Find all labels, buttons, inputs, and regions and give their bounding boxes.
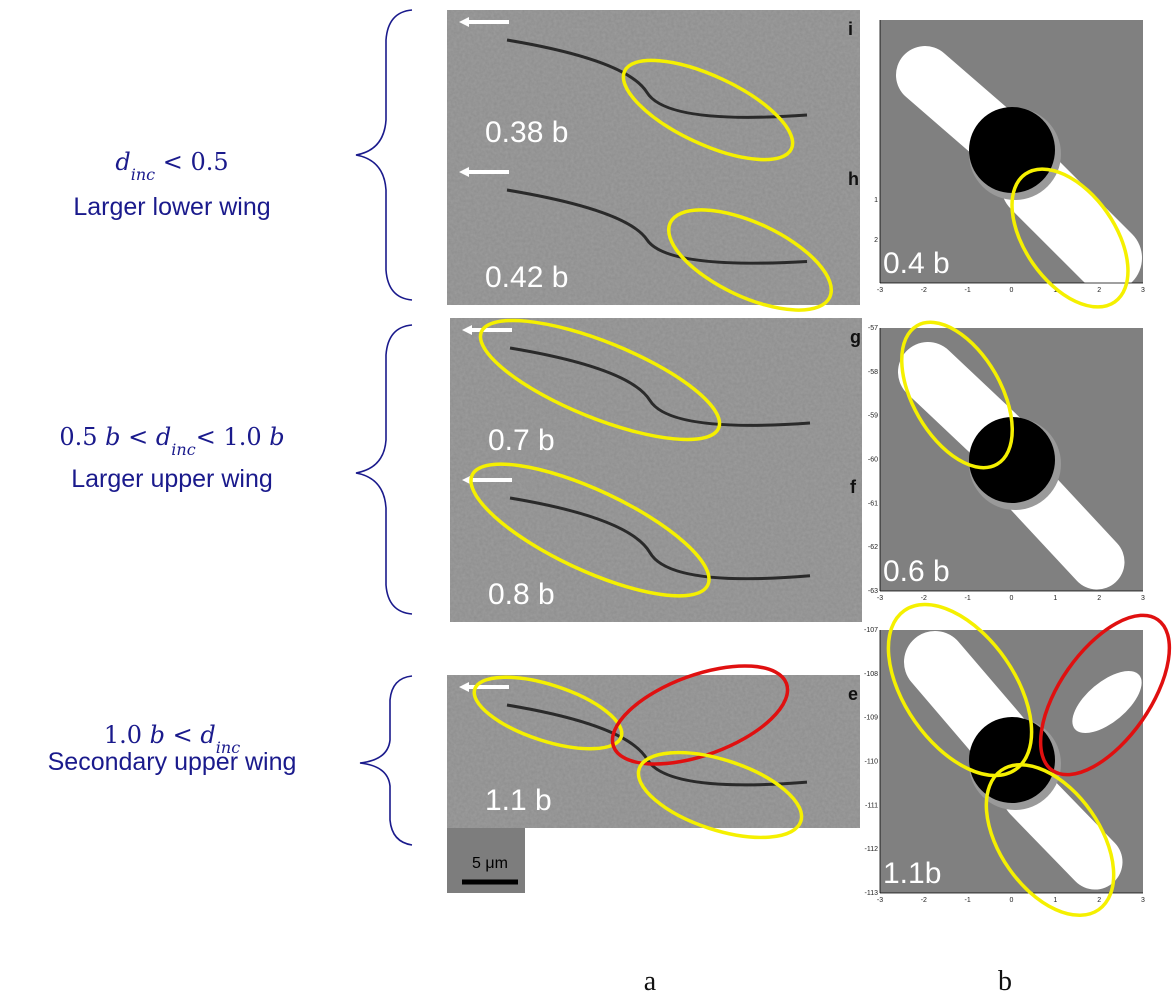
x-tick-label: 3 bbox=[1141, 897, 1145, 904]
x-tick-label: 3 bbox=[1141, 287, 1145, 294]
x-tick-label: -2 bbox=[921, 595, 927, 602]
sem-images: i 0.38 b h 0.42 b g 0.7 b f 0.8 b e 1.1 b 5 μm bbox=[447, 10, 862, 893]
description: Secondary upper wing bbox=[48, 748, 297, 776]
description: Larger upper wing bbox=[71, 465, 273, 493]
y-tick-label: -59 bbox=[868, 413, 878, 420]
y-tick-label: 1 bbox=[874, 197, 878, 204]
panel-letter: e bbox=[848, 684, 858, 704]
description: Larger lower wing bbox=[73, 193, 270, 221]
condition-part: 0.5 bbox=[59, 423, 105, 451]
y-tick-label: -112 bbox=[865, 846, 879, 853]
condition-part: inc bbox=[171, 440, 195, 459]
scale-label: 5 μm bbox=[472, 855, 508, 872]
x-tick-label: 2 bbox=[1097, 897, 1101, 904]
condition-part: < 1.0 bbox=[196, 423, 270, 451]
panel-letter: f bbox=[850, 477, 857, 497]
condition-part: d bbox=[115, 148, 130, 176]
y-tick-label: 2 bbox=[874, 237, 878, 244]
x-tick-label: 2 bbox=[1097, 595, 1101, 602]
condition-part: 1.0 bbox=[104, 721, 150, 749]
condition-part: d bbox=[156, 423, 171, 451]
y-tick-label: -62 bbox=[868, 544, 878, 551]
y-tick-label: -107 bbox=[864, 627, 878, 634]
x-tick-label: 3 bbox=[1141, 595, 1145, 602]
y-tick-label: -60 bbox=[868, 457, 878, 464]
y-tick-label: -109 bbox=[864, 715, 878, 722]
figure: i0.38 bh0.42 bg0.7 bf0.8 be1.1 b5 μm -3-… bbox=[0, 0, 1173, 995]
panel-label: 0.7 b bbox=[488, 424, 555, 457]
x-tick-label: -3 bbox=[877, 287, 883, 294]
x-tick-label: 1 bbox=[1053, 595, 1057, 602]
panel-label: 0.4 b bbox=[883, 247, 950, 280]
panel-label: 0.8 b bbox=[488, 578, 555, 611]
braces bbox=[356, 10, 412, 845]
panel-label: 1.1b bbox=[883, 857, 941, 890]
x-tick-label: -1 bbox=[965, 897, 971, 904]
panel-label: 0.42 b bbox=[485, 261, 568, 294]
x-tick-label: 0 bbox=[1010, 595, 1014, 602]
x-tick-label: -2 bbox=[921, 897, 927, 904]
y-tick-label: -57 bbox=[868, 325, 878, 332]
column-label: b bbox=[998, 966, 1012, 995]
y-tick-label: -61 bbox=[868, 500, 878, 507]
x-tick-label: 0 bbox=[1010, 287, 1014, 294]
condition-part: < bbox=[165, 721, 200, 749]
y-tick-label: -58 bbox=[868, 369, 878, 376]
column-label: a bbox=[644, 966, 657, 995]
condition-part: < bbox=[121, 423, 156, 451]
panel-label: 0.6 b bbox=[883, 555, 950, 588]
x-tick-label: 2 bbox=[1097, 287, 1101, 294]
x-tick-label: -1 bbox=[965, 287, 971, 294]
panel-letter: i bbox=[848, 19, 853, 39]
y-tick-label: -108 bbox=[864, 671, 878, 678]
panel-letter: h bbox=[848, 169, 859, 189]
x-tick-label: 1 bbox=[1053, 897, 1057, 904]
panel-letter: g bbox=[850, 327, 861, 347]
condition-part: b bbox=[269, 423, 284, 451]
x-tick-label: 0 bbox=[1010, 897, 1014, 904]
x-tick-label: -3 bbox=[877, 595, 883, 602]
x-tick-label: -1 bbox=[965, 595, 971, 602]
x-tick-label: -3 bbox=[877, 897, 883, 904]
condition-part: inc bbox=[131, 165, 155, 184]
y-tick-label: -113 bbox=[865, 890, 879, 897]
y-tick-label: -63 bbox=[868, 588, 878, 595]
condition-part: b bbox=[105, 423, 120, 451]
condition: 0.5 b < dinc< 1.0 b bbox=[59, 423, 284, 459]
condition-part: d bbox=[200, 721, 215, 749]
inclusion bbox=[969, 107, 1055, 193]
condition: dinc < 0.5 bbox=[115, 148, 228, 184]
y-tick-label: -110 bbox=[865, 759, 879, 766]
x-tick-label: -2 bbox=[921, 287, 927, 294]
y-tick-label: -111 bbox=[865, 802, 878, 809]
panel-label: 1.1 b bbox=[485, 784, 552, 817]
panel-label: 0.38 b bbox=[485, 116, 568, 149]
condition-part: b bbox=[150, 721, 165, 749]
condition-part: < 0.5 bbox=[155, 148, 229, 176]
